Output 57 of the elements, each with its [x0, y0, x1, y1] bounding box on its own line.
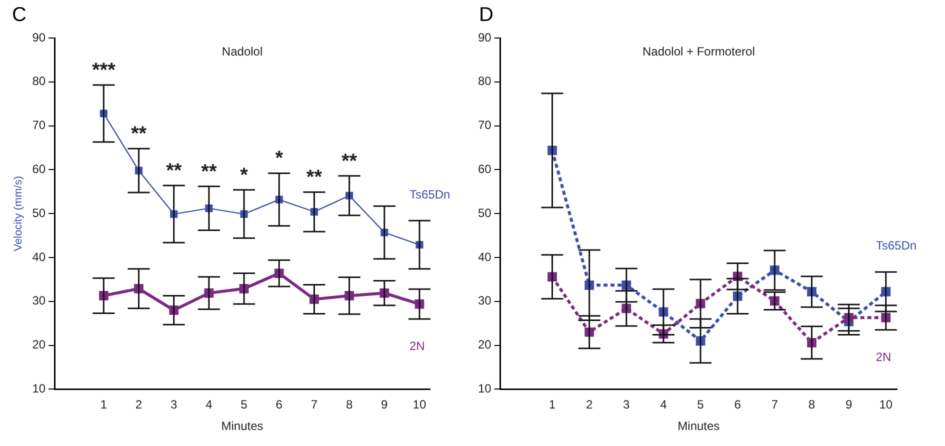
x-tick-label: 9: [381, 398, 388, 412]
annotation: ***: [92, 59, 116, 82]
y-tick-label: 40: [32, 250, 46, 264]
annotation: **: [130, 123, 147, 146]
x-tick-label: 7: [310, 398, 318, 412]
y-tick-label: 10: [32, 382, 46, 396]
text: Nadolol: [222, 44, 263, 58]
y-tick-label: 50: [478, 206, 492, 220]
y-tick-label: 90: [478, 30, 492, 44]
y-tick-label: 60: [478, 162, 492, 176]
x-axis-title: Minutes: [678, 419, 720, 434]
x-tick-label: 5: [240, 398, 248, 412]
y-tick-label: 70: [478, 118, 492, 132]
y-tick-label: 30: [478, 294, 492, 308]
x-tick-label: 8: [808, 398, 816, 412]
y-tick-label: 30: [32, 294, 46, 308]
x-tick-label: 3: [170, 398, 178, 412]
x-tick-label: 4: [206, 398, 213, 412]
x-axis-title: Minutes: [221, 419, 264, 434]
y-axis-title: Velocity (mm/s): [12, 176, 25, 252]
y-tick-label: 10: [478, 382, 492, 396]
x-tick-label: 1: [100, 398, 108, 412]
x-tick-label: 2: [586, 398, 593, 412]
text: C: [12, 4, 26, 27]
x-tick-label: 2: [135, 398, 142, 412]
y-tick-label: 20: [32, 338, 46, 352]
x-tick-label: 3: [623, 398, 630, 412]
text: Nadolol + Formoterol: [642, 44, 755, 58]
x-tick-label: 5: [697, 398, 704, 412]
x-tick-label: 7: [771, 398, 778, 412]
text: Ts65Dn: [876, 238, 917, 253]
y-tick-label: 20: [478, 338, 492, 352]
x-tick-label: 10: [879, 398, 893, 412]
y-tick-label: 90: [32, 30, 46, 44]
annotation: **: [201, 160, 217, 183]
annotation: **: [342, 150, 358, 172]
y-tick-label: 40: [478, 250, 492, 264]
text: 2N: [876, 350, 892, 364]
x-tick-label: 8: [346, 398, 353, 412]
y-tick-label: 70: [32, 118, 46, 132]
annotation: **: [166, 160, 182, 182]
annotation: *: [275, 148, 284, 170]
annotation: **: [306, 166, 322, 189]
x-tick-label: 6: [276, 398, 283, 412]
x-tick-label: 6: [734, 398, 742, 412]
y-tick-label: 80: [32, 74, 46, 88]
x-tick-label: 9: [845, 398, 852, 412]
annotation: *: [240, 164, 248, 186]
y-tick-label: 50: [32, 206, 46, 220]
x-tick-label: 1: [548, 398, 556, 412]
y-tick-label: 80: [478, 74, 492, 88]
y-tick-label: 60: [32, 162, 46, 176]
text: Ts65Dn: [409, 187, 450, 202]
x-tick-label: 10: [412, 398, 426, 412]
text: D: [479, 4, 494, 27]
text: 2N: [409, 338, 425, 353]
x-tick-label: 4: [660, 398, 668, 412]
